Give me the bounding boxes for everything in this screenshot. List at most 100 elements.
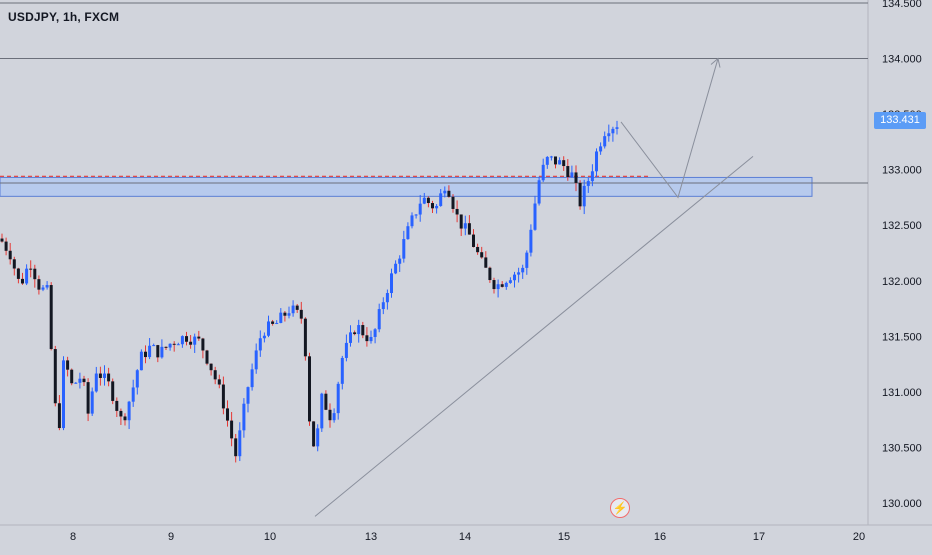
candle-body bbox=[135, 370, 139, 388]
y-tick-label: 131.000 bbox=[882, 387, 922, 399]
candle-body bbox=[488, 267, 492, 281]
candle-body bbox=[160, 346, 164, 358]
x-tick-label: 17 bbox=[753, 531, 765, 543]
candle-body bbox=[484, 257, 488, 268]
candle-body bbox=[217, 379, 221, 385]
candle-body bbox=[521, 267, 525, 273]
candle-body bbox=[562, 160, 566, 167]
candle-body bbox=[205, 350, 209, 364]
candle-body bbox=[447, 190, 451, 197]
candle-body bbox=[603, 136, 607, 147]
candle-body bbox=[82, 378, 86, 383]
trend-line bbox=[314, 155, 754, 517]
candle-body bbox=[234, 438, 238, 457]
candle-body bbox=[492, 280, 496, 290]
candle-body bbox=[426, 197, 430, 204]
candle-body bbox=[500, 284, 504, 287]
candle-body bbox=[62, 360, 65, 429]
candle-body bbox=[172, 343, 176, 345]
candle-body bbox=[463, 223, 467, 229]
candle-body bbox=[37, 279, 41, 290]
x-tick-label: 15 bbox=[558, 531, 570, 543]
candle-body bbox=[467, 223, 471, 235]
candle-body bbox=[189, 341, 193, 345]
candle-body bbox=[103, 373, 106, 378]
candle-body bbox=[578, 182, 582, 207]
candle-body bbox=[115, 400, 119, 411]
candle-body bbox=[291, 305, 295, 314]
candle-body bbox=[545, 156, 549, 165]
candle-body bbox=[517, 272, 521, 275]
candle-body bbox=[271, 321, 275, 324]
candle-body bbox=[570, 172, 574, 177]
x-tick-label: 14 bbox=[459, 531, 471, 543]
candle-body bbox=[168, 343, 172, 348]
candle-body bbox=[607, 133, 611, 137]
x-tick-label: 20 bbox=[853, 531, 865, 543]
candle-body bbox=[574, 172, 578, 183]
candle-body bbox=[287, 313, 291, 316]
candle-body bbox=[0, 238, 4, 242]
candle-body bbox=[533, 203, 537, 230]
candle-body bbox=[262, 335, 266, 339]
candle-body bbox=[549, 156, 553, 158]
candle-body bbox=[119, 410, 123, 417]
candle-body bbox=[508, 280, 512, 283]
candle-body bbox=[353, 332, 357, 335]
candle-body bbox=[541, 164, 545, 181]
y-tick-label: 130.500 bbox=[882, 442, 922, 454]
candle-body bbox=[66, 360, 70, 370]
candle-body bbox=[344, 342, 348, 358]
candle-body bbox=[390, 273, 393, 294]
candle-body bbox=[213, 370, 217, 380]
candle-body bbox=[258, 338, 262, 351]
candle-body bbox=[41, 287, 45, 290]
candle-body bbox=[480, 252, 484, 258]
candle-body bbox=[369, 336, 373, 342]
candle-body bbox=[332, 413, 336, 421]
candle-body bbox=[57, 403, 61, 429]
candle-body bbox=[94, 373, 98, 392]
candle-body bbox=[455, 208, 459, 215]
candle-body bbox=[156, 345, 160, 358]
candle-body bbox=[33, 268, 37, 280]
candle-body bbox=[422, 197, 426, 204]
candle-body bbox=[246, 387, 250, 404]
candle-body bbox=[299, 309, 303, 319]
candle-body bbox=[373, 329, 377, 337]
y-tick-label: 134.000 bbox=[882, 54, 922, 66]
candle-body bbox=[127, 401, 131, 421]
candle-body bbox=[406, 226, 410, 240]
candle-body bbox=[107, 373, 111, 382]
candle-body bbox=[316, 428, 320, 447]
projection-path bbox=[620, 58, 719, 199]
candle-body bbox=[144, 351, 147, 358]
candle-body bbox=[435, 205, 439, 209]
candle-body bbox=[279, 312, 283, 323]
candle-body bbox=[8, 250, 12, 260]
candle-body bbox=[558, 160, 562, 165]
candle-body bbox=[111, 381, 115, 401]
candle-body bbox=[12, 259, 16, 269]
candle-body bbox=[414, 214, 418, 216]
candle-body bbox=[49, 285, 53, 350]
candle-body bbox=[131, 387, 135, 402]
candle-body bbox=[45, 285, 49, 288]
candle-body bbox=[197, 336, 201, 339]
candle-body bbox=[98, 373, 102, 378]
candle-body bbox=[283, 312, 287, 316]
last-price-badge: 133.431 bbox=[874, 112, 926, 129]
candle-body bbox=[496, 284, 500, 290]
candle-body bbox=[193, 336, 197, 345]
candle-body bbox=[431, 203, 434, 209]
lightning-icon[interactable]: ⚡ bbox=[610, 498, 630, 518]
candle-body bbox=[365, 335, 369, 342]
candle-body bbox=[590, 171, 594, 182]
candle-body bbox=[275, 322, 279, 324]
candle-body bbox=[361, 325, 365, 336]
candle-body bbox=[595, 151, 598, 172]
candle-body bbox=[320, 393, 324, 429]
candle-body bbox=[164, 346, 168, 348]
